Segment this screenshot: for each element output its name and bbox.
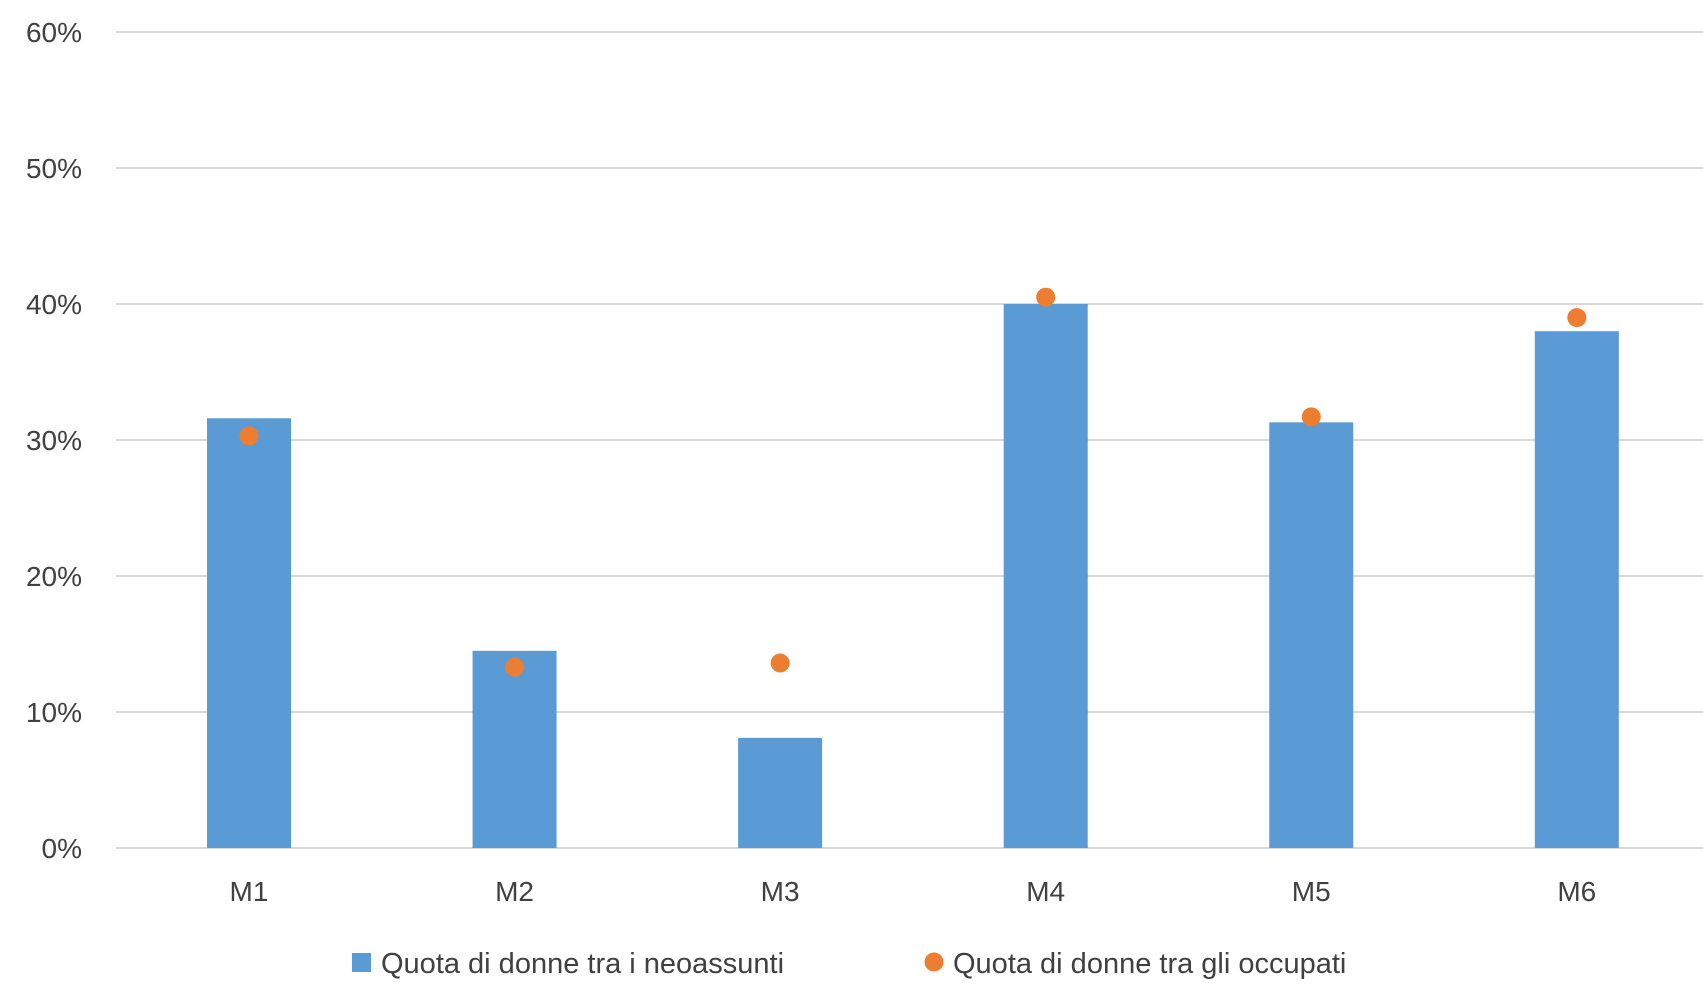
legend: Quota di donne tra i neoassunti Quota di… bbox=[352, 948, 1346, 980]
bar bbox=[1534, 331, 1619, 848]
x-tick-label: M5 bbox=[1292, 876, 1331, 907]
y-tick-label: 60% bbox=[26, 17, 82, 48]
marker-point bbox=[239, 426, 259, 446]
x-tick-label: M2 bbox=[495, 876, 534, 907]
y-axis-ticks: 0% 10% 20% 30% 40% 50% 60% bbox=[26, 17, 82, 864]
bar-series bbox=[207, 304, 1619, 848]
legend-bar-swatch bbox=[352, 953, 371, 972]
marker-point bbox=[1301, 407, 1321, 427]
marker-point bbox=[1567, 308, 1587, 328]
legend-marker-label: Quota di donne tra gli occupati bbox=[953, 948, 1346, 980]
y-tick-label: 10% bbox=[26, 697, 82, 728]
marker-point bbox=[770, 653, 790, 673]
legend-marker-swatch bbox=[924, 952, 944, 972]
bar bbox=[472, 650, 557, 848]
y-tick-label: 30% bbox=[26, 425, 82, 456]
marker-point bbox=[1036, 287, 1056, 307]
x-axis-ticks: M1 M2 M3 M4 M5 M6 bbox=[230, 876, 1597, 907]
bar bbox=[1269, 422, 1354, 848]
bar bbox=[738, 737, 823, 848]
x-tick-label: M1 bbox=[230, 876, 269, 907]
bar bbox=[1003, 304, 1088, 848]
y-tick-label: 40% bbox=[26, 289, 82, 320]
x-tick-label: M3 bbox=[761, 876, 800, 907]
bar bbox=[207, 418, 291, 848]
legend-bar-label: Quota di donne tra i neoassunti bbox=[381, 948, 784, 980]
y-tick-label: 20% bbox=[26, 561, 82, 592]
marker-series bbox=[239, 287, 1587, 677]
gridlines bbox=[116, 31, 1703, 849]
x-tick-label: M4 bbox=[1026, 876, 1065, 907]
y-tick-label: 0% bbox=[42, 833, 82, 864]
y-tick-label: 50% bbox=[26, 153, 82, 184]
marker-point bbox=[505, 657, 525, 677]
x-tick-label: M6 bbox=[1557, 876, 1596, 907]
